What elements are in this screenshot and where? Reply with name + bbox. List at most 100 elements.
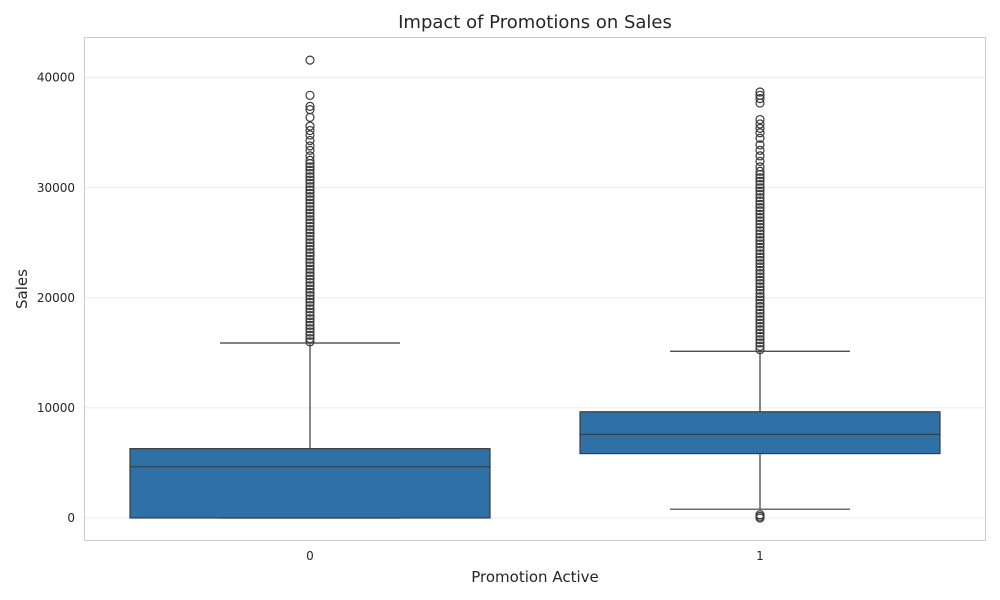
y-tick-label: 20000	[37, 291, 75, 305]
outlier-point	[305, 294, 315, 304]
outlier-point	[305, 135, 315, 146]
outlier-point	[755, 288, 765, 299]
outlier-point	[755, 331, 765, 341]
outlier-point	[305, 264, 315, 274]
outlier-point	[755, 179, 765, 190]
outlier-point	[305, 221, 315, 231]
outlier-point	[755, 173, 765, 183]
outlier-point	[305, 141, 315, 151]
outlier-point	[305, 130, 315, 140]
outlier-point	[305, 218, 315, 228]
outlier-point	[755, 203, 765, 213]
outlier-point	[755, 302, 765, 312]
outlier-point	[755, 226, 765, 236]
outlier-point	[755, 282, 765, 292]
outlier-point	[755, 236, 765, 246]
outlier-point	[755, 94, 765, 104]
outlier-point	[305, 327, 315, 337]
outlier-point	[305, 317, 315, 327]
outlier-point	[305, 225, 315, 235]
outlier-point	[305, 284, 315, 294]
outlier-point	[305, 231, 315, 241]
outlier-point	[755, 229, 765, 239]
x-tick-label: 1	[756, 549, 764, 563]
iqr-box	[579, 411, 941, 455]
outlier-point	[755, 308, 765, 318]
outlier-point	[755, 216, 765, 226]
y-axis-label: Sales	[13, 269, 31, 309]
outlier-point	[305, 277, 315, 288]
outlier-point	[755, 145, 765, 155]
outlier-point	[305, 254, 315, 264]
outlier-point	[305, 125, 315, 136]
outlier-point	[755, 262, 765, 272]
outlier-point	[305, 314, 315, 324]
outlier-point	[755, 510, 765, 520]
box-group	[579, 87, 941, 523]
outlier-point	[755, 249, 765, 259]
outlier-point	[305, 155, 315, 165]
outlier-point	[305, 287, 315, 297]
outlier-point	[755, 219, 765, 229]
outlier-point	[755, 321, 765, 332]
outlier-point	[305, 185, 315, 195]
outlier-point	[755, 186, 765, 196]
outlier-point	[755, 341, 765, 351]
outlier-point	[305, 320, 315, 330]
outlier-point	[755, 328, 765, 338]
outlier-point	[305, 248, 315, 258]
outlier-point	[305, 307, 315, 317]
outlier-point	[755, 259, 765, 269]
outlier-point	[305, 105, 315, 115]
chart-title: Impact of Promotions on Sales	[398, 12, 672, 33]
outlier-point	[305, 208, 315, 218]
outlier-point	[755, 232, 765, 242]
outlier-point	[755, 176, 765, 186]
outlier-point	[755, 156, 765, 166]
outlier-point	[305, 182, 315, 192]
outlier-point	[305, 258, 315, 268]
outlier-point	[305, 324, 315, 334]
outlier-point	[305, 261, 315, 271]
outlier-point	[755, 206, 765, 216]
outlier-point	[755, 245, 765, 256]
outlier-point	[755, 199, 765, 209]
outlier-point	[305, 271, 315, 281]
outlier-point	[755, 298, 765, 308]
outlier-point	[755, 269, 765, 279]
outlier-point	[305, 90, 315, 100]
plot-frame	[84, 37, 986, 541]
outlier-point	[305, 121, 315, 131]
outlier-point	[305, 201, 315, 212]
outlier-point	[755, 209, 765, 219]
outlier-point	[755, 344, 765, 355]
outlier-point	[305, 330, 315, 340]
outlier-point	[755, 87, 765, 97]
outlier-point	[305, 281, 315, 291]
outlier-point	[755, 166, 765, 176]
outlier-point	[755, 189, 765, 199]
outlier-point	[305, 145, 315, 155]
outlier-point	[305, 304, 315, 314]
iqr-box	[129, 448, 491, 519]
outlier-point	[305, 333, 315, 344]
y-tick-label: 0	[67, 511, 75, 525]
outlier-point	[305, 101, 315, 111]
outlier-point	[755, 295, 765, 305]
outlier-point	[305, 195, 315, 205]
outlier-point	[305, 175, 315, 185]
outlier-point	[305, 198, 315, 208]
outlier-point	[305, 215, 315, 225]
outlier-point	[755, 292, 765, 302]
outlier-point	[755, 151, 765, 161]
outlier-point	[755, 325, 765, 335]
outlier-point	[755, 278, 765, 289]
outlier-point	[755, 315, 765, 325]
outlier-point	[755, 90, 765, 100]
outlier-point	[305, 297, 315, 307]
outlier-point	[755, 275, 765, 285]
gridlines	[85, 77, 985, 519]
outlier-point	[305, 188, 315, 198]
outlier-point	[755, 285, 765, 295]
